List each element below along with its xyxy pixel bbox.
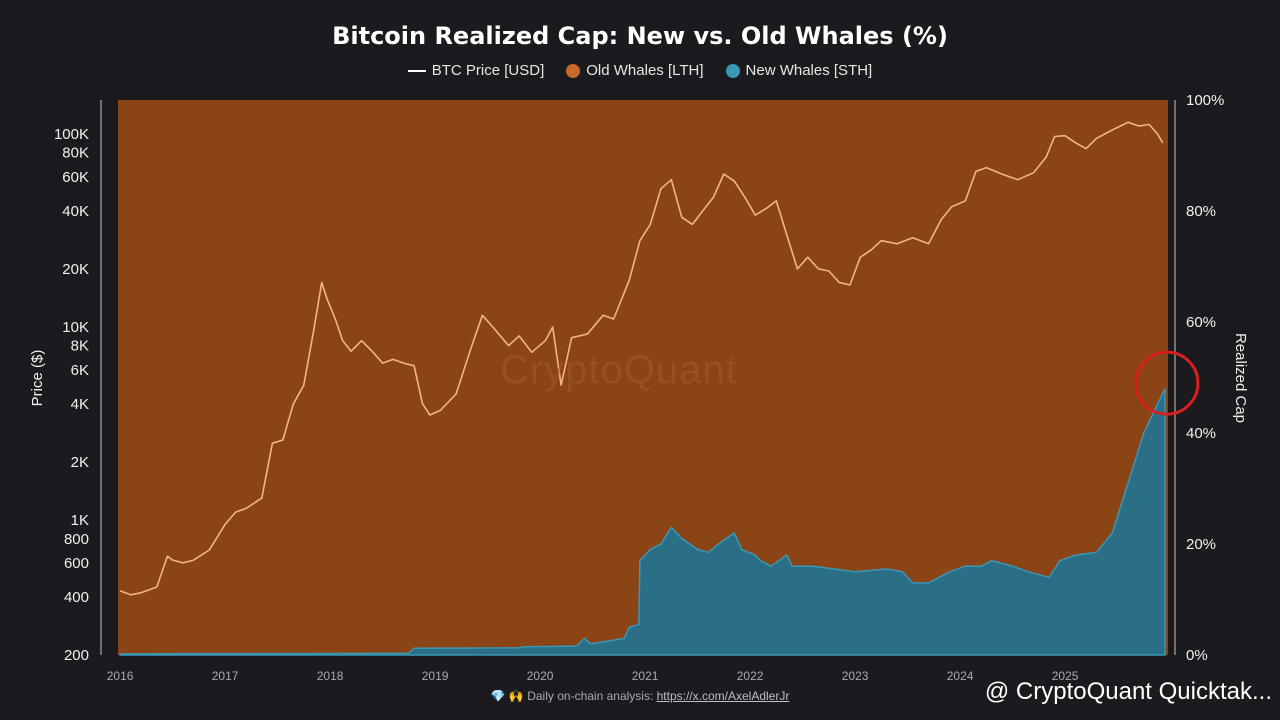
x-tick-label: 2019 (422, 669, 449, 683)
brand-watermark: @ CryptoQuant Quicktak... (985, 678, 1272, 706)
y-left-tick-label: 2K (71, 454, 89, 471)
x-tick-label: 2017 (212, 669, 239, 683)
legend-dot-swatch (725, 63, 740, 78)
y-left-tick-label: 10K (62, 319, 89, 336)
chart-legend: BTC Price [USD] Old Whales [LTH] New Wha… (0, 62, 1280, 79)
y-left-tick-label: 6K (71, 362, 89, 379)
y-left-tick-label: 60K (62, 169, 89, 186)
y-left-tick-label: 800 (64, 531, 89, 548)
legend-line-swatch (407, 69, 426, 72)
y-left-tick-label: 100K (54, 126, 89, 143)
legend-label-new-whales: New Whales [STH] (745, 62, 873, 79)
y-left-tick-label: 600 (64, 555, 89, 572)
y-left-tick-label: 4K (71, 396, 89, 413)
x-tick-label: 2021 (632, 669, 659, 683)
x-tick-label: 2025 (1052, 669, 1079, 683)
y-left-tick-label: 1K (71, 512, 89, 529)
footer: 💎 🙌 Daily on-chain analysis: https://x.c… (0, 689, 1280, 703)
y-right-tick-label: 0% (1186, 647, 1208, 664)
btc-price-line (119, 121, 1164, 596)
x-tick-label: 2023 (842, 669, 869, 683)
x-tick-label: 2016 (107, 669, 134, 683)
y-left-tick-label: 80K (62, 145, 89, 162)
y-right-tick-label: 80% (1186, 203, 1216, 220)
x-tick-label: 2024 (947, 669, 974, 683)
highlight-circle-annotation (1134, 350, 1200, 416)
y-axis-right-title: Realized Cap (1232, 333, 1249, 423)
footer-text: Daily on-chain analysis: (527, 689, 654, 703)
footer-link[interactable]: https://x.com/AxelAdlerJr (656, 689, 790, 703)
y-left-tick-label: 8K (71, 338, 89, 355)
x-tick-label: 2022 (737, 669, 764, 683)
chart-title: Bitcoin Realized Cap: New vs. Old Whales… (332, 22, 948, 50)
legend-dot-swatch (566, 63, 581, 78)
y-left-tick-label: 20K (62, 261, 89, 278)
y-left-tick-label: 400 (64, 589, 89, 606)
legend-item-old-whales[interactable]: Old Whales [LTH] (566, 62, 704, 79)
y-axis-left-title: Price ($) (29, 350, 46, 407)
y-left-tick-label: 200 (64, 647, 89, 664)
x-tick-label: 2020 (527, 669, 554, 683)
y-right-tick-label: 20% (1186, 536, 1216, 553)
y-right-tick-label: 60% (1186, 314, 1216, 331)
y-right-tick-label: 100% (1186, 92, 1224, 109)
footer-icons: 💎 🙌 (490, 689, 524, 703)
brand-text: @ CryptoQuant Quicktak... (984, 678, 1272, 705)
legend-label-btc-price: BTC Price [USD] (431, 62, 545, 79)
y-right-tick-label: 40% (1186, 425, 1216, 442)
area-new-whales (119, 388, 1166, 656)
legend-item-btc-price[interactable]: BTC Price [USD] (407, 62, 545, 79)
legend-label-old-whales: Old Whales [LTH] (586, 62, 704, 79)
x-tick-label: 2018 (317, 669, 344, 683)
y-left-tick-label: 40K (62, 203, 89, 220)
legend-item-new-whales[interactable]: New Whales [STH] (725, 62, 873, 79)
